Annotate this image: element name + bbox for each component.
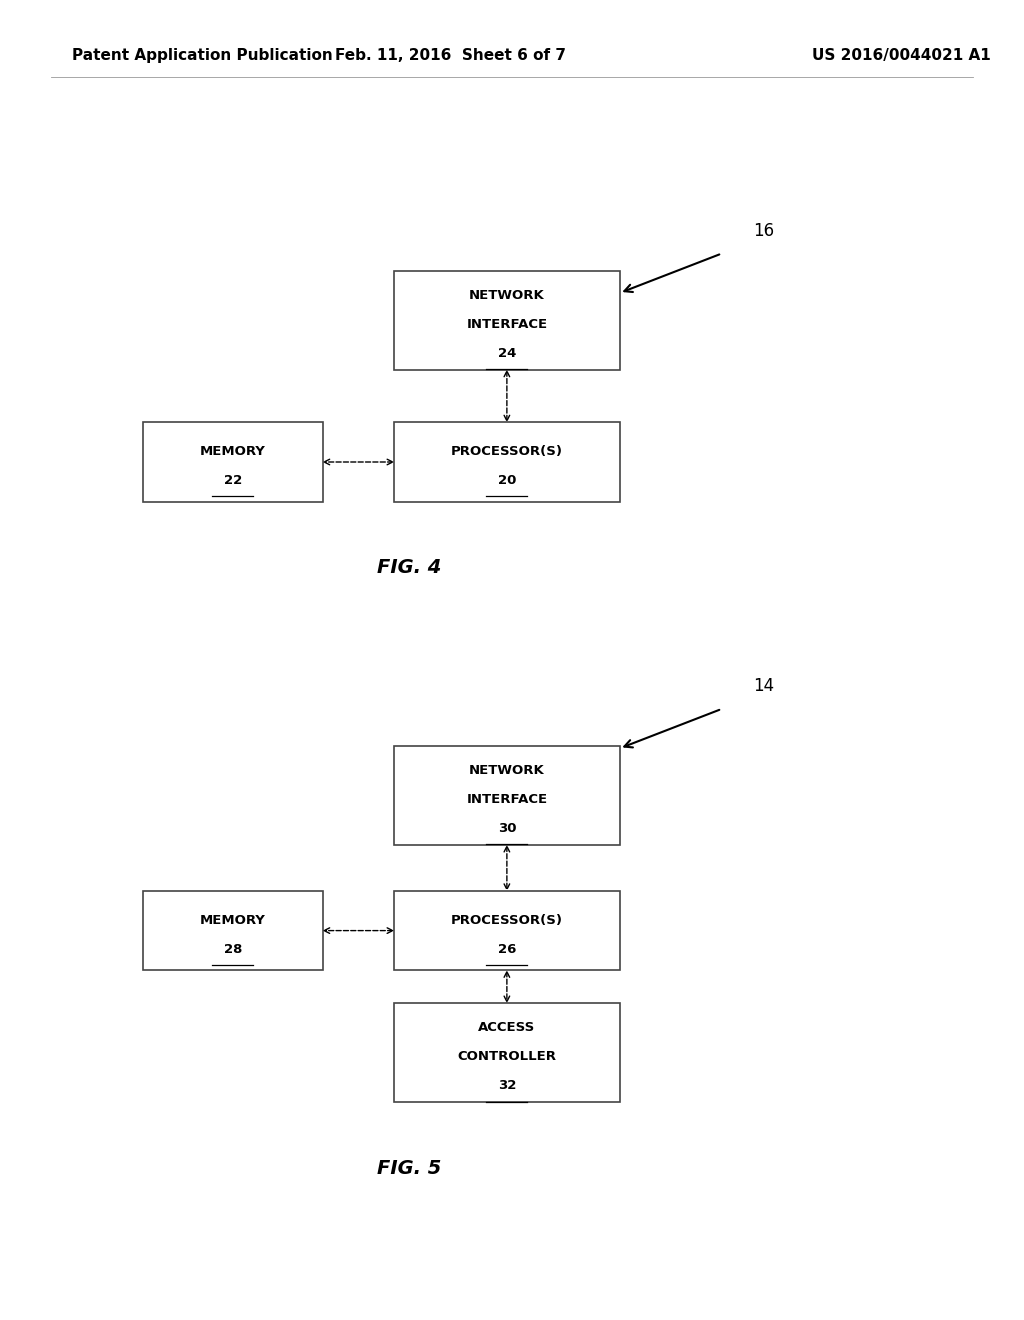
Text: PROCESSOR(S): PROCESSOR(S) (451, 913, 563, 927)
Text: INTERFACE: INTERFACE (466, 318, 548, 330)
Bar (143, 422, 323, 502)
Text: US 2016/0044021 A1: US 2016/0044021 A1 (812, 48, 990, 63)
Text: 22: 22 (224, 474, 242, 487)
Text: 30: 30 (498, 822, 516, 834)
Text: NETWORK: NETWORK (469, 289, 545, 301)
Text: 28: 28 (224, 942, 242, 956)
Text: PROCESSOR(S): PROCESSOR(S) (451, 445, 563, 458)
Bar (394, 1003, 620, 1102)
Text: CONTROLLER: CONTROLLER (458, 1051, 556, 1063)
Text: 24: 24 (498, 347, 516, 359)
Text: NETWORK: NETWORK (469, 764, 545, 776)
Bar (143, 891, 323, 970)
Text: 20: 20 (498, 474, 516, 487)
Bar (394, 271, 620, 370)
Bar (394, 422, 620, 502)
Text: 26: 26 (498, 942, 516, 956)
Text: FIG. 4: FIG. 4 (378, 558, 441, 577)
Text: 32: 32 (498, 1080, 516, 1092)
Text: MEMORY: MEMORY (200, 445, 266, 458)
Text: Patent Application Publication: Patent Application Publication (72, 48, 333, 63)
Text: ACCESS: ACCESS (478, 1022, 536, 1034)
Text: 16: 16 (753, 222, 774, 240)
Text: 14: 14 (753, 677, 774, 696)
Text: MEMORY: MEMORY (200, 913, 266, 927)
Text: FIG. 5: FIG. 5 (378, 1159, 441, 1177)
Bar (394, 891, 620, 970)
Text: INTERFACE: INTERFACE (466, 793, 548, 805)
Text: Feb. 11, 2016  Sheet 6 of 7: Feb. 11, 2016 Sheet 6 of 7 (335, 48, 566, 63)
Bar (394, 746, 620, 845)
